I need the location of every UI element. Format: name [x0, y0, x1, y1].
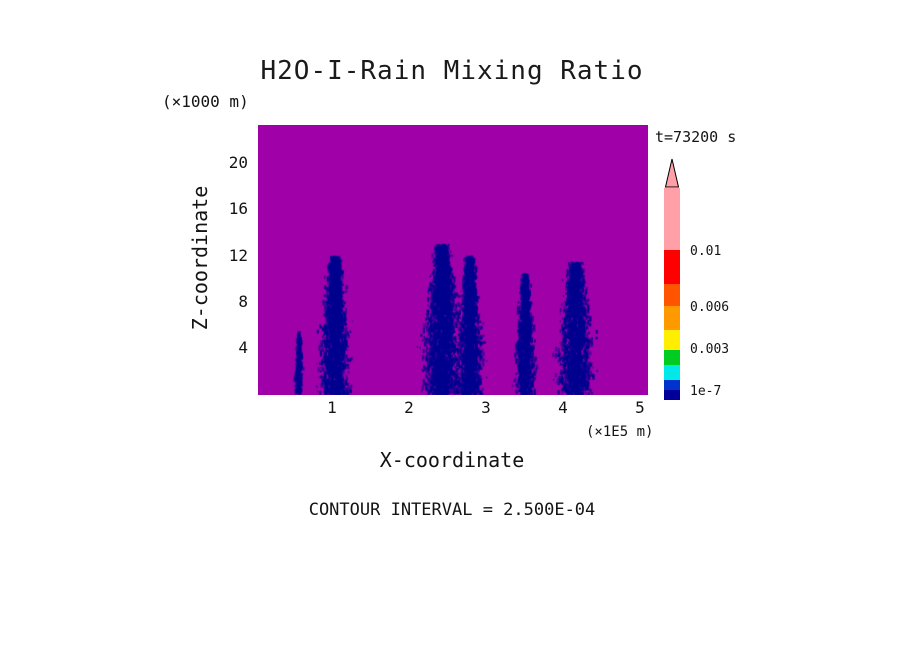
colorbar-segment [664, 390, 680, 400]
plot-canvas [258, 125, 648, 395]
x-axis-tick: 3 [481, 398, 491, 417]
colorbar-arrow-icon [664, 158, 680, 188]
colorbar-segment [664, 350, 680, 365]
colorbar-label: 0.01 [690, 244, 722, 259]
colorbar-segment [664, 330, 680, 350]
colorbar-segment [664, 250, 680, 284]
x-axis-title: X-coordinate [379, 448, 525, 472]
y-axis-tick: 16 [228, 199, 248, 218]
colorbar-segments [664, 188, 680, 400]
x-axis-tick: 1 [327, 398, 337, 417]
x-axis-tick: 5 [635, 398, 645, 417]
chart-title: H2O-I-Rain Mixing Ratio [260, 56, 644, 86]
colorbar-segment [664, 306, 680, 330]
y-axis-tick: 20 [228, 153, 248, 172]
x-axis-units-label: (×1E5 m) [586, 424, 654, 440]
y-axis-tick: 12 [228, 246, 248, 265]
contour-interval-note: CONTOUR INTERVAL = 2.500E-04 [308, 500, 596, 520]
y-axis-tick: 4 [238, 338, 248, 357]
colorbar [663, 158, 681, 400]
colorbar-segment [664, 365, 680, 380]
colorbar-segment [664, 284, 680, 306]
y-axis-units-label: (×1000 m) [162, 92, 249, 111]
x-axis-tick: 2 [404, 398, 414, 417]
colorbar-label: 0.006 [690, 300, 730, 315]
colorbar-label: 1e-7 [690, 384, 722, 399]
colorbar-segment [664, 380, 680, 390]
x-axis-tick: 4 [558, 398, 568, 417]
colorbar-label: 0.003 [690, 342, 730, 357]
y-axis-tick: 8 [238, 292, 248, 311]
time-label: t=73200 s [655, 128, 737, 146]
colorbar-arrow-shape [664, 158, 680, 188]
colorbar-segment [664, 188, 680, 250]
